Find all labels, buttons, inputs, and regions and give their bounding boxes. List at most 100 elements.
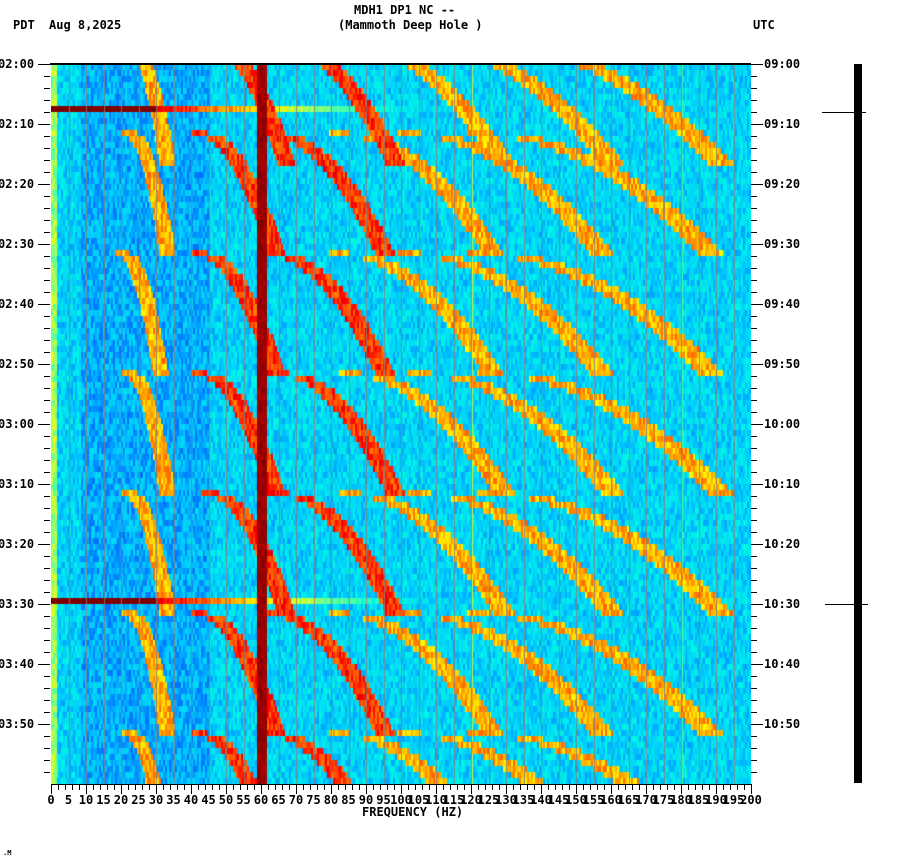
left-time-label: 02:20 [0, 177, 35, 191]
x-tick [156, 784, 157, 794]
left-time-tick [44, 340, 50, 341]
right-timezone-label: UTC [753, 18, 775, 32]
right-time-tick [751, 760, 757, 761]
left-time-tick [38, 124, 50, 125]
x-tick [324, 784, 325, 790]
x-tick-label: 180 [670, 793, 692, 807]
left-time-tick [44, 112, 50, 113]
right-time-tick [751, 340, 757, 341]
right-time-tick [751, 400, 757, 401]
right-time-tick [751, 652, 757, 653]
right-time-tick [751, 268, 757, 269]
x-tick [100, 784, 101, 790]
x-tick [639, 784, 640, 790]
left-time-tick [44, 640, 50, 641]
x-tick [289, 784, 290, 790]
x-tick [744, 784, 745, 790]
x-tick [387, 784, 388, 790]
x-tick [576, 784, 577, 794]
right-time-tick [751, 148, 757, 149]
left-time-tick [44, 676, 50, 677]
x-tick [65, 784, 66, 790]
x-tick [93, 784, 94, 790]
x-tick [611, 784, 612, 794]
left-time-label: 03:30 [0, 597, 35, 611]
x-tick [247, 784, 248, 790]
left-time-tick [44, 772, 50, 773]
left-time-tick [44, 76, 50, 77]
left-time-tick [44, 280, 50, 281]
left-time-tick [44, 148, 50, 149]
x-tick [317, 784, 318, 790]
x-tick-label: 35 [166, 793, 181, 807]
x-tick-label: 15 [96, 793, 111, 807]
x-tick-label: 185 [687, 793, 710, 807]
x-tick-label: 70 [288, 793, 304, 807]
x-tick [198, 784, 199, 790]
x-tick [562, 784, 563, 790]
left-time-tick [44, 616, 50, 617]
x-tick [275, 784, 276, 790]
left-time-tick [38, 604, 50, 605]
x-tick [751, 784, 752, 794]
x-tick [261, 784, 262, 794]
left-time-tick [38, 544, 50, 545]
x-tick [681, 784, 682, 794]
left-time-tick [44, 652, 50, 653]
right-time-tick [751, 64, 763, 65]
right-time-label: 10:40 [764, 657, 801, 671]
x-tick [240, 784, 241, 790]
right-time-tick [751, 424, 763, 425]
right-time-tick [751, 688, 757, 689]
left-time-tick [44, 232, 50, 233]
x-tick-label: 5 [64, 793, 73, 807]
x-tick [254, 784, 255, 790]
right-time-tick [751, 448, 757, 449]
left-timezone-label: PDT [13, 18, 35, 32]
right-time-tick [751, 88, 757, 89]
right-time-tick [751, 712, 757, 713]
left-time-tick [44, 196, 50, 197]
left-time-label: 03:20 [0, 537, 35, 551]
left-time-tick [44, 712, 50, 713]
x-tick [709, 784, 710, 790]
left-time-label: 02:50 [0, 357, 35, 371]
left-time-tick [44, 748, 50, 749]
right-time-tick [751, 352, 757, 353]
x-tick-label: 20 [113, 793, 129, 807]
left-time-tick [44, 556, 50, 557]
x-tick [177, 784, 178, 790]
x-tick [429, 784, 430, 790]
date-label: Aug 8,2025 [49, 18, 122, 32]
x-tick [86, 784, 87, 794]
x-tick-label: 110 [425, 793, 447, 807]
x-tick [128, 784, 129, 790]
right-time-tick [751, 316, 757, 317]
right-time-tick [751, 208, 757, 209]
right-time-tick [751, 280, 757, 281]
right-time-tick [751, 604, 763, 605]
right-time-tick [751, 508, 757, 509]
x-tick [730, 784, 731, 790]
left-time-label: 03:50 [0, 717, 35, 731]
x-tick-label: 140 [530, 793, 552, 807]
right-time-tick [751, 772, 757, 773]
x-tick-label: 195 [722, 793, 745, 807]
right-time-tick [751, 244, 763, 245]
right-time-label: 10:50 [764, 717, 801, 731]
right-time-label: 09:40 [764, 297, 801, 311]
right-time-tick [751, 136, 757, 137]
left-time-tick [38, 424, 50, 425]
x-tick-label: 90 [358, 793, 374, 807]
x-tick [674, 784, 675, 790]
left-time-tick [44, 136, 50, 137]
right-time-tick [751, 580, 757, 581]
left-time-label: 02:00 [0, 57, 35, 71]
x-tick [485, 784, 486, 790]
left-time-label: 02:10 [0, 117, 35, 131]
left-time-tick [44, 208, 50, 209]
x-tick [58, 784, 59, 790]
right-time-tick [751, 388, 757, 389]
x-tick [296, 784, 297, 794]
x-tick [548, 784, 549, 790]
